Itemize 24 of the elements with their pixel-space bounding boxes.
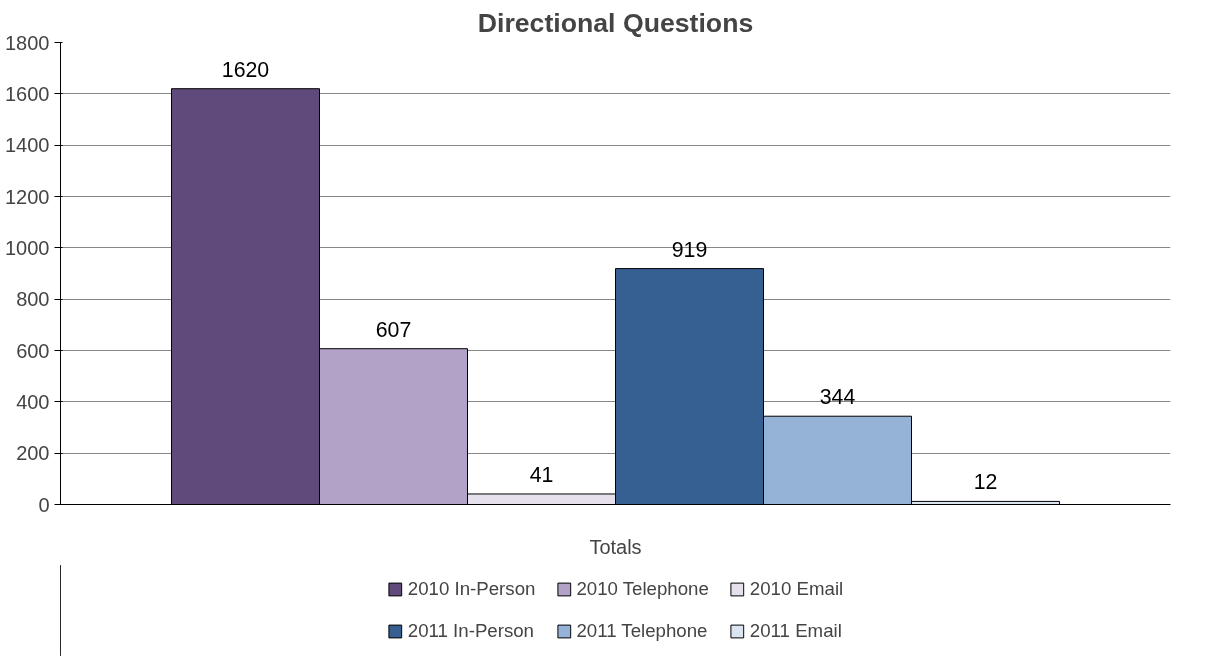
y-tick-label: 1400 [5, 134, 50, 157]
legend-label: 2010 Telephone [576, 578, 709, 600]
y-tick-label: 200 [16, 442, 50, 465]
y-tick-label: 0 [38, 493, 50, 516]
data-label: 344 [819, 385, 856, 410]
legend-label: 2010 Email [749, 578, 844, 600]
data-label: 1620 [221, 57, 270, 82]
data-label: 919 [671, 237, 708, 262]
legend-label: 2011 Telephone [576, 620, 708, 642]
legend-label: 2011 In-Person [407, 620, 534, 642]
data-label: 607 [375, 317, 412, 342]
y-tick-label: 1600 [5, 82, 50, 105]
data-label: 12 [973, 470, 998, 495]
x-tick-label: Totals [589, 535, 642, 558]
chart-title: Directional Questions [477, 7, 754, 38]
legend-label: 2010 In-Person [407, 578, 536, 600]
y-tick-label: 600 [16, 339, 50, 362]
legend-label: 2011 Email [749, 620, 842, 642]
y-tick-label: 400 [16, 390, 50, 413]
y-tick-label: 1800 [5, 31, 50, 54]
data-label: 41 [529, 462, 554, 487]
y-tick-label: 1000 [5, 236, 50, 259]
y-tick-label: 800 [16, 288, 50, 311]
y-tick-label: 1200 [5, 185, 50, 208]
